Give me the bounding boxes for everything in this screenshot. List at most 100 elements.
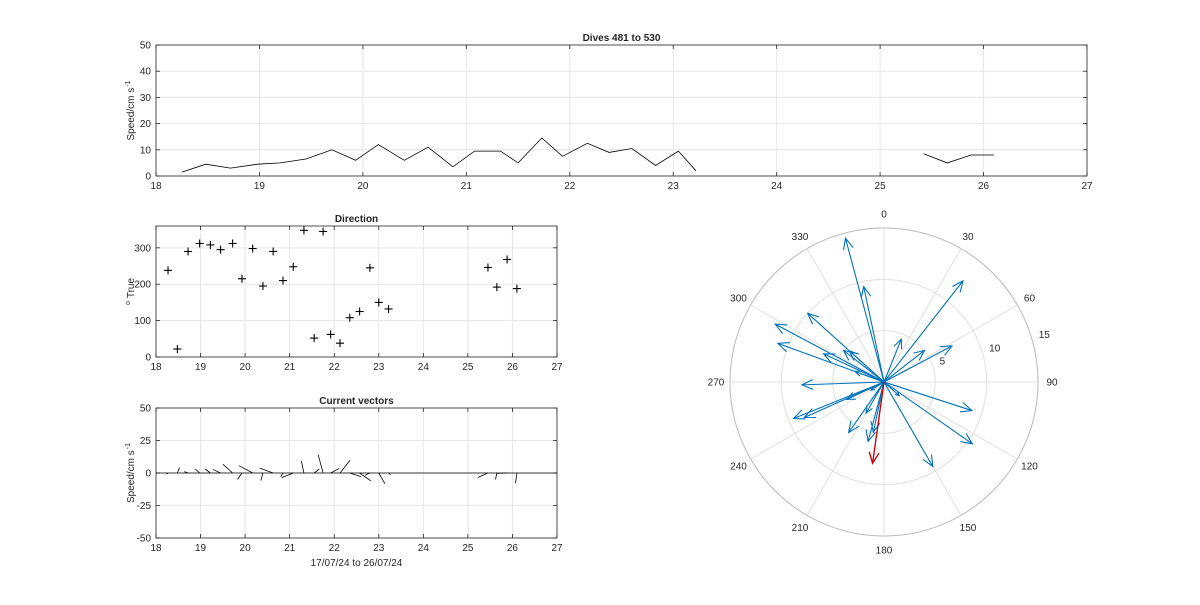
compass-arrow-shaft: [883, 345, 953, 383]
compass-arrow-shaft: [863, 286, 885, 383]
compass-arrow: [800, 379, 885, 390]
current-vector-stick: [317, 454, 324, 474]
x-tick-label: 22: [329, 543, 341, 554]
compass-arrow-shaft: [883, 349, 925, 383]
compass-arrow: [883, 345, 954, 383]
chart-title: Current vectors: [319, 396, 394, 407]
compass-arrow-shaft: [883, 280, 964, 383]
theta-tick-label: 180: [876, 546, 893, 557]
y-axis-label-superscript: -1: [125, 80, 132, 86]
y-axis-label: o True: [125, 278, 137, 306]
compass-arrow: [883, 279, 964, 383]
x-tick-label: 20: [240, 362, 252, 373]
direction-point: [228, 239, 237, 248]
direction-point: [299, 226, 308, 235]
x-tick-label: 24: [418, 543, 430, 554]
y-tick-label: -50: [137, 534, 152, 545]
current-vector-stick: [177, 467, 180, 474]
compass-arrow-head: [893, 337, 903, 350]
current-vector-stick: [339, 459, 351, 474]
x-axis-label: 17/07/24 to 26/07/24: [311, 558, 403, 569]
compass-arrow-shaft: [807, 312, 885, 383]
compass-arrow-head: [843, 236, 854, 251]
theta-tick-label: 120: [1021, 462, 1038, 473]
y-tick-label: 300: [134, 243, 151, 254]
direction-point: [492, 283, 501, 292]
x-tick-label: 21: [284, 543, 296, 554]
current-vector-stick: [195, 468, 200, 474]
theta-tick-label: 90: [1046, 378, 1058, 389]
direction-point: [258, 282, 267, 291]
compass-arrow-shaft: [883, 338, 902, 383]
y-axis-label-text: Speed/cm s: [126, 88, 137, 141]
polar-spoke: [750, 304, 885, 383]
current-vector-stick: [330, 468, 340, 474]
y-tick-label: 0: [145, 172, 151, 183]
compass-arrow-head: [960, 433, 974, 445]
compass-arrow-head: [845, 392, 856, 400]
x-tick-label: 27: [551, 543, 563, 554]
current-vector-stick: [259, 467, 274, 474]
y-tick-label: 200: [134, 280, 151, 291]
axes-frame: [155, 44, 1088, 177]
compass-arrow: [776, 341, 885, 383]
compass-highlight-arrow: [868, 381, 885, 465]
compass-arrow-head: [792, 409, 806, 420]
y-tick-label: 40: [140, 67, 152, 78]
x-tick-label: 25: [875, 181, 887, 192]
speed-series-line: [181, 137, 697, 173]
direction-point: [278, 276, 287, 285]
direction-point: [216, 245, 225, 254]
current-vector-stick: [495, 472, 498, 480]
x-tick-label: 20: [240, 543, 252, 554]
compass-arrow-shaft: [777, 342, 885, 383]
theta-tick-label: 330: [792, 232, 809, 243]
direction-point: [237, 274, 246, 283]
y-axis-label: Speed/cm s -1: [125, 80, 137, 140]
polar-spoke: [750, 381, 885, 460]
current-vector-stick: [515, 472, 518, 484]
x-tick-label: 21: [284, 362, 296, 373]
x-tick-label: 22: [564, 181, 576, 192]
current-vector-stick: [238, 465, 253, 474]
compass-arrow-head: [860, 285, 872, 299]
compass-arrow: [883, 349, 926, 383]
compass-arrow-head: [952, 279, 964, 293]
compass-arrow-head: [776, 341, 790, 353]
x-tick-label: 18: [150, 181, 162, 192]
x-tick-label: 24: [771, 181, 783, 192]
axes-frame: [155, 225, 558, 358]
radial-tick-label: 5: [940, 357, 946, 368]
x-tick-label: 18: [150, 543, 162, 554]
direction-point: [269, 247, 278, 256]
y-tick-label: 25: [140, 436, 152, 447]
compass-arrow: [865, 381, 885, 415]
radial-tick-label: 15: [1039, 330, 1051, 341]
compass-arrow: [883, 381, 901, 397]
speed-plot: 18 19 20 21 22 23 24 25 26 27 0 10 20 30 40 50 Dives 481…: [125, 33, 1093, 192]
direction-point: [384, 304, 393, 313]
y-axis-label-superscript: o: [125, 301, 132, 305]
current-vector-stick: [388, 472, 391, 476]
compass-arrow-head: [774, 323, 788, 334]
x-tick-label: 26: [507, 362, 519, 373]
compass-plot: 0 30 60 90 120 150 180 210 240 270 300 330 5 10 15: [708, 210, 1058, 557]
direction-point: [173, 344, 182, 353]
x-tick-label: 18: [150, 362, 162, 373]
compass-arrow-shaft: [883, 381, 934, 467]
direction-point: [355, 307, 364, 316]
compass-arrow-head: [806, 312, 820, 325]
radial-tick-label: 10: [989, 343, 1001, 354]
compass-arrow-head: [922, 454, 934, 468]
x-tick-label: 19: [254, 181, 266, 192]
chart-title: Direction: [335, 214, 378, 225]
direction-point: [195, 239, 204, 248]
compass-arrow-head: [847, 420, 860, 434]
direction-point: [164, 266, 173, 275]
theta-tick-label: 0: [881, 210, 887, 221]
direction-point: [319, 227, 328, 236]
direction-point: [483, 263, 492, 272]
current-vector-stick: [204, 468, 211, 474]
current-vector-stick: [222, 464, 233, 474]
